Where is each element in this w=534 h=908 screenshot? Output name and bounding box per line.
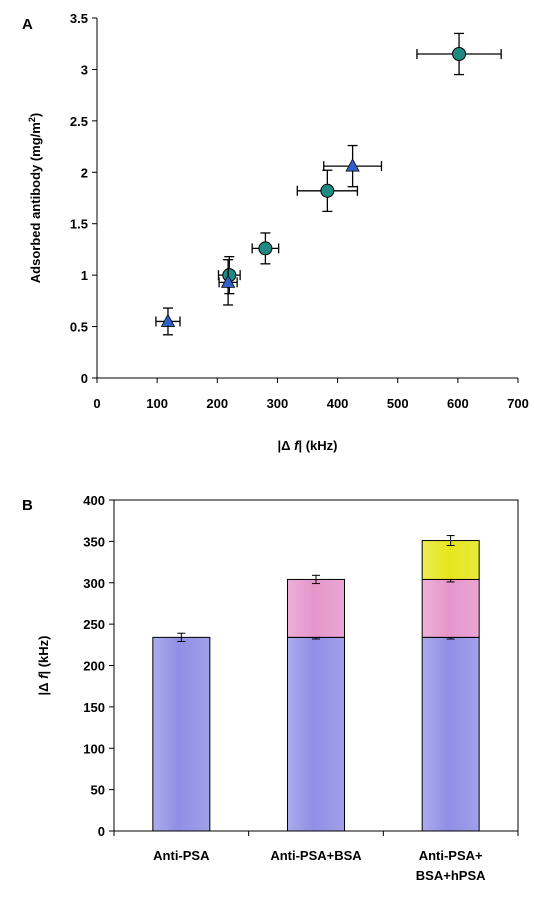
y-tick-label: 0 (98, 824, 105, 839)
y-tick-label: 3.5 (70, 11, 88, 26)
category-label: BSA+hPSA (416, 868, 486, 883)
y-tick-label: 3 (81, 62, 88, 77)
y-tick-label: 2 (81, 165, 88, 180)
y-tick-label: 2.5 (70, 114, 88, 129)
x-tick-label: 0 (93, 396, 100, 411)
y-tick-label: 250 (83, 617, 105, 632)
y-tick-label: 400 (83, 493, 105, 508)
bar-segment (287, 578, 345, 638)
data-point-circle (452, 47, 467, 61)
data-point-circle (320, 183, 335, 198)
x-tick-label: 500 (387, 396, 409, 411)
x-tick-label: 200 (206, 396, 228, 411)
panel-label: B (22, 497, 33, 514)
y-tick-label: 0.5 (70, 320, 88, 335)
category-label: Anti-PSA (153, 848, 210, 863)
bar-segment (421, 636, 480, 832)
chart-panel-a: A 0 0.5 1 1.5 2 2.5 3 3.5 0 100 200 300 400 500 600 700 |… (22, 11, 529, 453)
x-tick-label: 700 (507, 396, 529, 411)
x-tick-label: 400 (327, 396, 349, 411)
y-tick-label: 1 (81, 268, 88, 283)
data-point-triangle (345, 158, 360, 172)
bar-segment (421, 540, 480, 580)
y-tick-label: 1.5 (70, 217, 88, 232)
bar-segment (421, 578, 480, 638)
chart-panel-b: B 0 50 100 150 200 250 300 350 400 |Δ f| (kHz) Anti… (22, 493, 519, 883)
y-tick-label: 50 (91, 783, 105, 798)
x-tick-label: 300 (267, 396, 289, 411)
data-point-triangle (220, 274, 236, 288)
data-point-triangle (160, 313, 176, 327)
x-tick-label: 100 (146, 396, 168, 411)
data-point-circle (258, 241, 273, 256)
y-tick-label: 0 (81, 371, 88, 386)
y-tick-label: 300 (83, 576, 105, 591)
y-axis-label: Adsorbed antibody (mg/m2) (27, 113, 43, 283)
y-tick-label: 350 (83, 534, 105, 549)
y-tick-label: 200 (83, 659, 105, 674)
bar-segment (152, 636, 211, 832)
category-label: Anti-PSA+ (419, 848, 483, 863)
panel-label: A (22, 16, 33, 33)
y-tick-label: 150 (83, 700, 105, 715)
y-axis-label: |Δ f| (kHz) (36, 636, 51, 696)
bar-segment (287, 636, 345, 832)
y-tick-label: 100 (83, 741, 105, 756)
x-tick-label: 600 (447, 396, 469, 411)
category-label: Anti-PSA+BSA (270, 848, 362, 863)
x-axis-label: |Δ f| (kHz) (278, 438, 338, 453)
